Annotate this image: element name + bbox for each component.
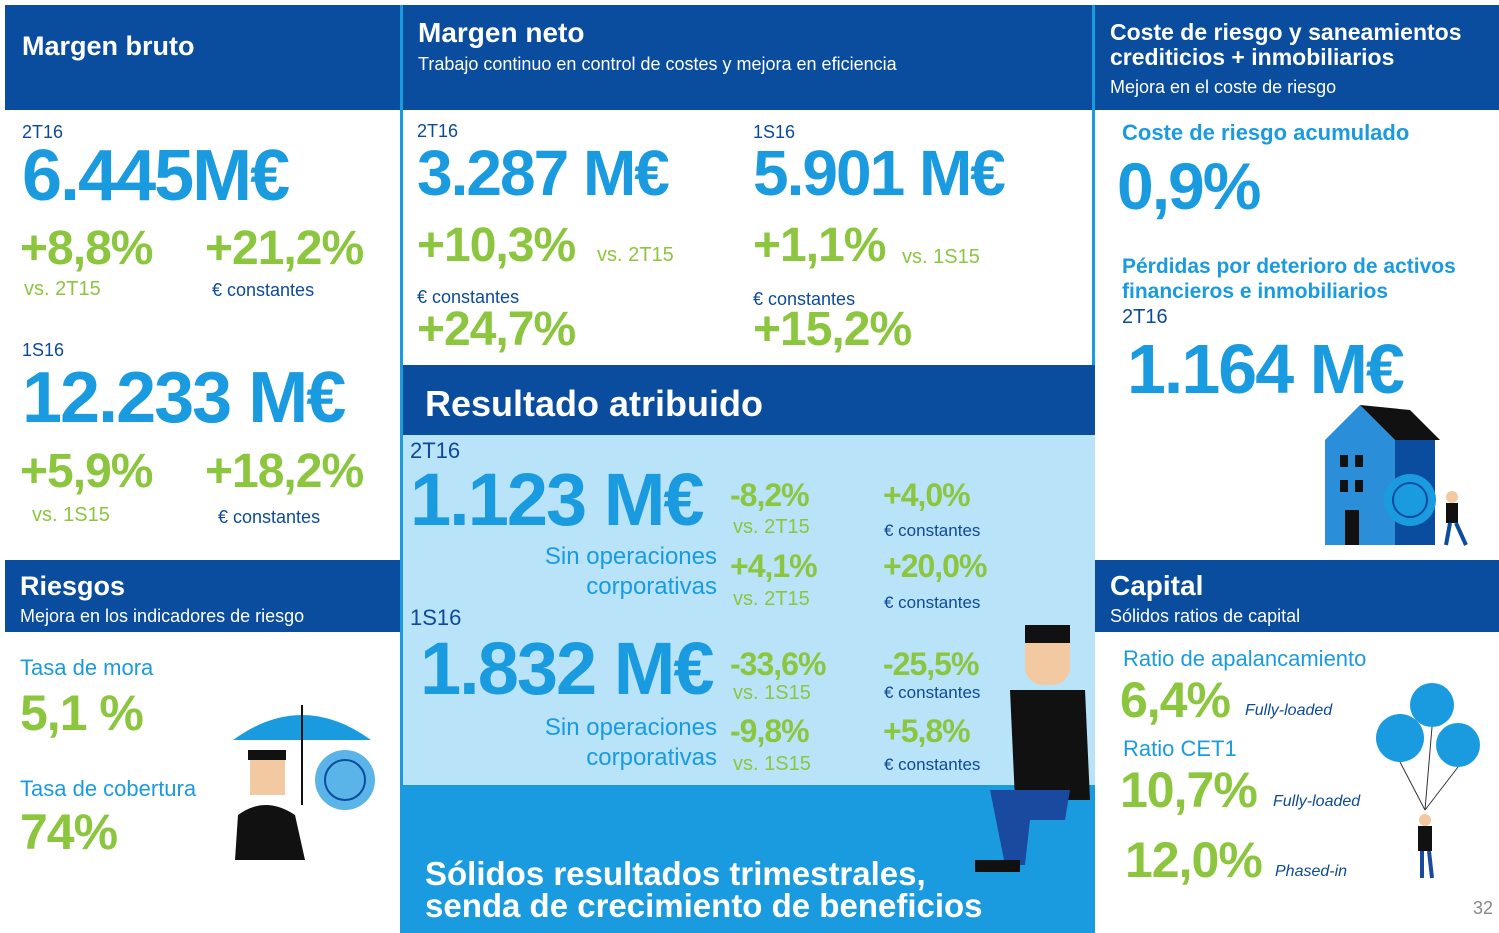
kpi-value: 12,0% [1125,835,1262,885]
kpi-value: 1.123 M€ [410,463,703,537]
sub-label: Sin operaciones [545,716,717,740]
section-subtitle: Mejora en el coste de riesgo [1110,78,1336,96]
period-label: 1S16 [22,341,64,359]
kpi-value: 10,7% [1120,765,1257,815]
growth-value: -25,5% [883,648,978,680]
kpi-value: 5,1 % [20,688,143,738]
comparison-label: vs. 2T15 [733,517,810,537]
kpi-label: Ratio de apalancamiento [1123,648,1366,670]
slide: Margen bruto 2T16 6.445M€ +8,8% vs. 2T15… [0,0,1499,933]
kpi-value: 74% [20,807,117,857]
growth-value: -33,6% [730,648,825,680]
section-subtitle: Trabajo continuo en control de costes y … [418,55,897,73]
kpi-value: 1.164 M€ [1127,334,1403,404]
comparison-label: vs. 2T15 [597,245,674,265]
sub-label: corporativas [586,746,717,770]
growth-value: +4,1% [730,550,817,582]
growth-value: +10,3% [417,222,575,270]
growth-value: +15,2% [753,306,911,354]
sub-label: corporativas [586,575,717,599]
comparison-label: vs. 1S15 [902,247,980,267]
currency-note: € constantes [212,281,314,299]
currency-note: € constantes [884,756,980,773]
growth-value: +20,0% [883,550,986,582]
growth-value: +24,7% [417,306,575,354]
balloons-illustration [1376,683,1480,878]
comparison-label: vs. 1S15 [733,683,811,703]
growth-value: +18,2% [205,448,363,496]
page-number: 32 [1473,899,1493,917]
house-illustration [1325,405,1466,545]
section-title: Capital [1110,572,1203,600]
basis-note: Fully-loaded [1245,703,1332,719]
seated-man-illustration [975,625,1090,872]
period-label: 2T16 [1122,307,1168,327]
growth-value: +21,2% [205,225,363,273]
kpi-label: Tasa de mora [20,657,153,679]
section-title: Margen neto [418,19,584,47]
kpi-value: 1.832 M€ [420,632,713,706]
currency-note: € constantes [884,522,980,539]
currency-note: € constantes [218,508,320,526]
kpi-label: Tasa de cobertura [20,778,196,800]
kpi-value: 12.233 M€ [22,362,344,434]
comparison-label: vs. 1S15 [733,754,811,774]
umbrella-illustration [233,705,375,860]
sub-label: Sin operaciones [545,545,717,569]
kpi-label: Ratio CET1 [1123,738,1237,760]
growth-value: +4,0% [883,479,970,511]
kpi-label: Pérdidas por deterioro de activos financ… [1122,254,1497,304]
kpi-value: 6,4% [1120,675,1230,725]
comparison-label: vs. 2T15 [24,279,101,299]
kpi-label: Coste de riesgo acumulado [1122,122,1409,144]
growth-value: +5,8% [883,715,970,747]
kpi-value: 6.445M€ [22,140,288,212]
growth-value: +8,8% [20,225,152,273]
basis-note: Phased-in [1275,864,1347,880]
growth-value: +5,9% [20,448,152,496]
section-subtitle: Mejora en los indicadores de riesgo [20,607,304,625]
basis-note: Fully-loaded [1273,794,1360,810]
kpi-value: 5.901 M€ [753,141,1004,205]
section-title: Resultado atribuido [425,386,763,422]
growth-value: -9,8% [730,715,809,747]
kpi-value: 3.287 M€ [417,141,668,205]
footer-text: senda de crecimiento de beneficios [425,889,983,922]
comparison-label: vs. 2T15 [733,589,810,609]
section-title: Riesgos [20,573,125,600]
kpi-value: 0,9% [1117,153,1259,219]
currency-note: € constantes [884,594,980,611]
comparison-label: vs. 1S15 [32,505,110,525]
section-title: Margen bruto [22,33,195,60]
currency-note: € constantes [884,684,980,701]
footer-text: Sólidos resultados trimestrales, [425,857,926,890]
section-subtitle: Sólidos ratios de capital [1110,607,1300,625]
period-label: 1S16 [410,607,461,629]
growth-value: -8,2% [730,479,809,511]
section-title: Coste de riesgo y saneamientos creditici… [1110,20,1495,71]
growth-value: +1,1% [753,222,885,270]
